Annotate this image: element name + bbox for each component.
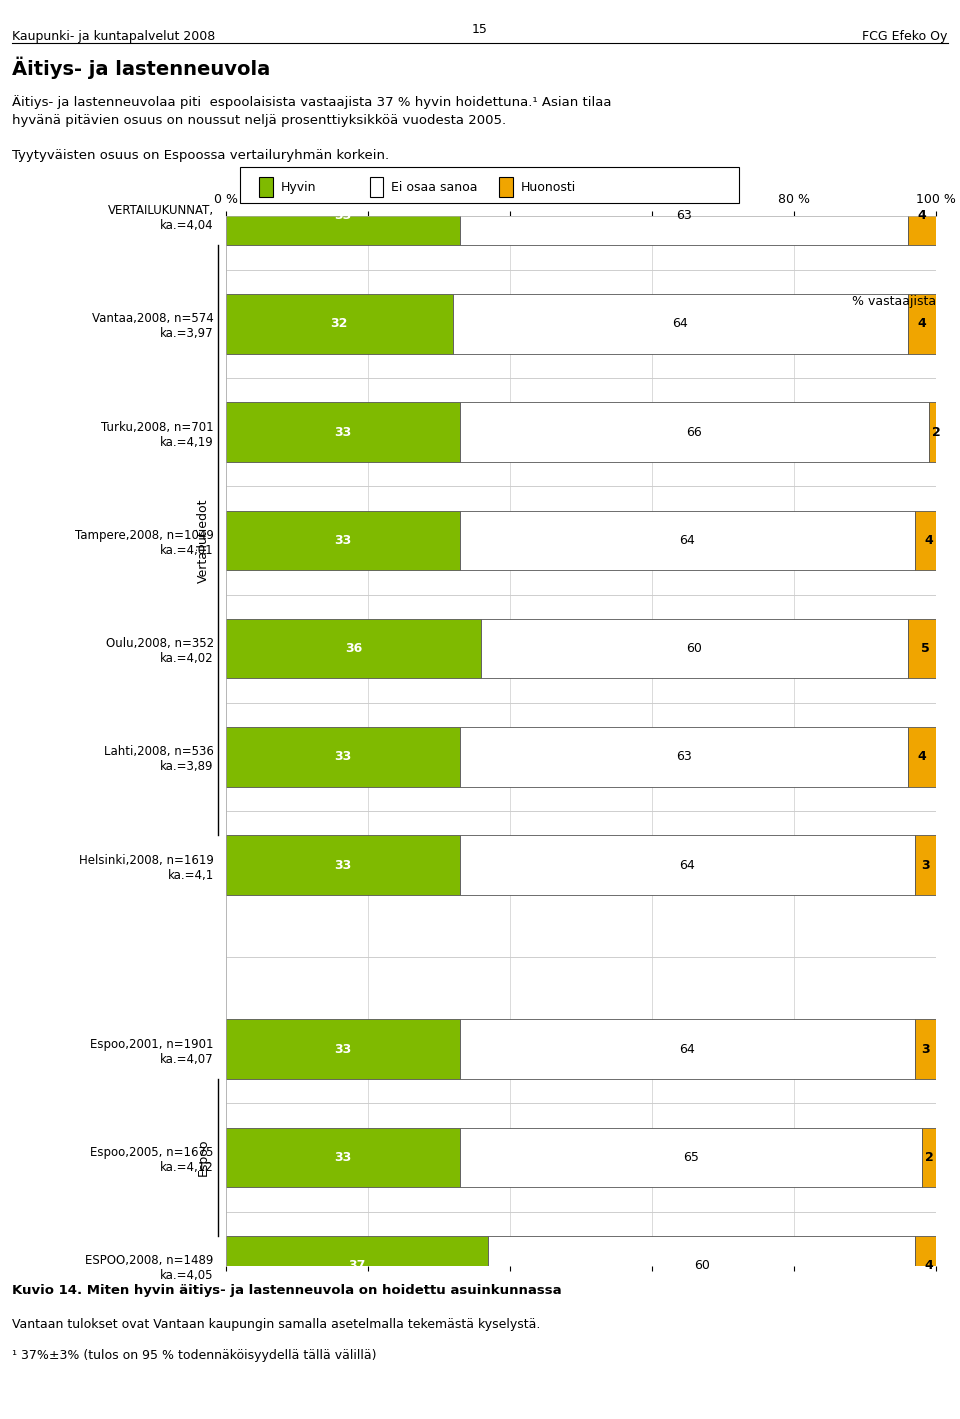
Text: 2: 2 [924,1151,933,1164]
Bar [460,836,915,895]
Text: 32: 32 [330,318,348,331]
Text: 33: 33 [334,858,351,871]
Text: ¹ 37%±3% (tulos on 95 % todennäköisyydellä tällä välillä): ¹ 37%±3% (tulos on 95 % todennäköisyydel… [12,1349,377,1362]
Text: 4: 4 [918,751,926,763]
Text: 15: 15 [472,23,488,35]
Text: Kuvio 14. Miten hyvin äitiys- ja lastenneuvola on hoidettu asuinkunnassa: Kuvio 14. Miten hyvin äitiys- ja lastenn… [12,1284,563,1297]
Text: 4: 4 [924,1259,933,1273]
Bar [226,1019,460,1078]
Text: 33: 33 [334,426,351,438]
Bar [460,727,907,786]
Bar [907,186,936,245]
Bar [226,836,460,895]
Text: 33: 33 [334,751,351,763]
Bar [922,1128,936,1188]
Text: 64: 64 [672,318,688,331]
Bar [226,511,460,570]
Bar [226,619,481,678]
Bar [460,511,915,570]
Bar [907,619,943,678]
Text: 64: 64 [680,1043,695,1056]
Bar [907,727,936,786]
Bar [481,619,907,678]
Text: 5: 5 [921,643,929,656]
Text: 2: 2 [931,426,941,438]
Text: 3: 3 [921,1043,929,1056]
Text: Huonosti: Huonosti [520,180,576,194]
Text: 4: 4 [924,534,933,546]
Text: Äitiys- ja lastenneuvola: Äitiys- ja lastenneuvola [12,57,271,79]
Text: Äitiys- ja lastenneuvolaa piti  espoolaisista vastaajista 37 % hyvin hoidettuna.: Äitiys- ja lastenneuvolaa piti espoolais… [12,95,612,128]
Bar [226,186,460,245]
Bar [915,511,943,570]
Text: 64: 64 [680,858,695,871]
Bar [226,1236,489,1296]
Text: 33: 33 [334,534,351,546]
Text: 63: 63 [676,751,692,763]
Text: 33: 33 [334,209,351,223]
Text: 60: 60 [686,643,703,656]
Bar [453,294,907,353]
Bar [226,403,460,463]
Text: 33: 33 [334,1151,351,1164]
Bar [929,403,943,463]
Bar [915,1019,936,1078]
Bar [460,186,907,245]
Text: 37: 37 [348,1259,366,1273]
Text: 66: 66 [686,426,703,438]
Bar [915,1236,943,1296]
Bar [915,836,936,895]
Bar [460,1128,922,1188]
Bar [460,403,929,463]
Bar [226,1128,460,1188]
Text: Kaupunki- ja kuntapalvelut 2008: Kaupunki- ja kuntapalvelut 2008 [12,30,216,43]
Bar [489,1236,915,1296]
Bar [460,1019,915,1078]
Bar [907,294,936,353]
Bar [226,294,453,353]
Text: Espoo: Espoo [197,1138,210,1176]
Text: Ei osaa sanoa: Ei osaa sanoa [391,180,477,194]
Text: 4: 4 [918,209,926,223]
Text: 3: 3 [921,858,929,871]
Text: 4: 4 [918,318,926,331]
Text: Hyvin: Hyvin [280,180,316,194]
Text: Vertailutiedot: Vertailutiedot [197,498,210,583]
Text: Tyytyväisten osuus on Espoossa vertailuryhmän korkein.: Tyytyväisten osuus on Espoossa vertailur… [12,149,390,162]
Bar [226,727,460,786]
Text: 60: 60 [694,1259,709,1273]
Text: 64: 64 [680,534,695,546]
Text: FCG Efeko Oy: FCG Efeko Oy [862,30,948,43]
Text: % vastaajista: % vastaajista [852,295,936,308]
Text: 63: 63 [676,209,692,223]
Text: 65: 65 [683,1151,699,1164]
Text: 36: 36 [345,643,362,656]
Text: 33: 33 [334,1043,351,1056]
Text: Vantaan tulokset ovat Vantaan kaupungin samalla asetelmalla tekemästä kyselystä.: Vantaan tulokset ovat Vantaan kaupungin … [12,1318,540,1331]
